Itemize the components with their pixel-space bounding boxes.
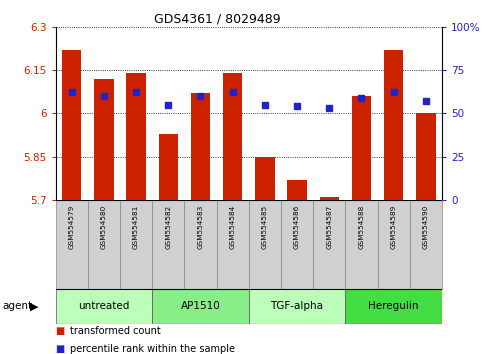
Bar [216,200,249,289]
Bar [223,73,242,200]
Text: GSM554580: GSM554580 [101,205,107,249]
Bar [416,113,436,200]
Bar [249,289,345,324]
Text: GSM554587: GSM554587 [326,205,332,249]
Bar [313,200,345,289]
Bar [345,289,442,324]
Text: agent: agent [2,301,32,311]
Text: TGF-alpha: TGF-alpha [270,301,324,311]
Bar [127,73,146,200]
Text: GSM554590: GSM554590 [423,205,429,249]
Bar [352,96,371,200]
Text: GSM554579: GSM554579 [69,205,75,249]
Bar [56,289,152,324]
Text: GSM554586: GSM554586 [294,205,300,249]
Text: GSM554585: GSM554585 [262,205,268,249]
Bar [255,157,274,200]
Text: ■: ■ [56,344,65,354]
Bar [191,93,210,200]
Bar [281,200,313,289]
Bar [152,200,185,289]
Bar [88,200,120,289]
Text: GDS4361 / 8029489: GDS4361 / 8029489 [154,12,281,25]
Bar [94,79,114,200]
Bar [56,200,88,289]
Bar [320,197,339,200]
Text: GSM554588: GSM554588 [358,205,365,249]
Text: GSM554584: GSM554584 [229,205,236,249]
Text: GSM554582: GSM554582 [165,205,171,249]
Bar [62,50,81,200]
Bar [152,289,249,324]
Bar [410,200,442,289]
Text: percentile rank within the sample: percentile rank within the sample [70,344,235,354]
Text: GSM554589: GSM554589 [391,205,397,249]
Text: ▶: ▶ [30,301,39,311]
Text: untreated: untreated [78,301,129,311]
Bar [120,200,152,289]
Text: GSM554581: GSM554581 [133,205,139,249]
Text: transformed count: transformed count [70,326,161,336]
Text: GSM554583: GSM554583 [198,205,203,249]
Text: AP1510: AP1510 [181,301,220,311]
Bar [249,200,281,289]
Bar [158,133,178,200]
Bar [378,200,410,289]
Text: Heregulin: Heregulin [369,301,419,311]
Bar [185,200,216,289]
Text: ■: ■ [56,326,65,336]
Bar [345,200,378,289]
Bar [287,180,307,200]
Bar [384,50,403,200]
